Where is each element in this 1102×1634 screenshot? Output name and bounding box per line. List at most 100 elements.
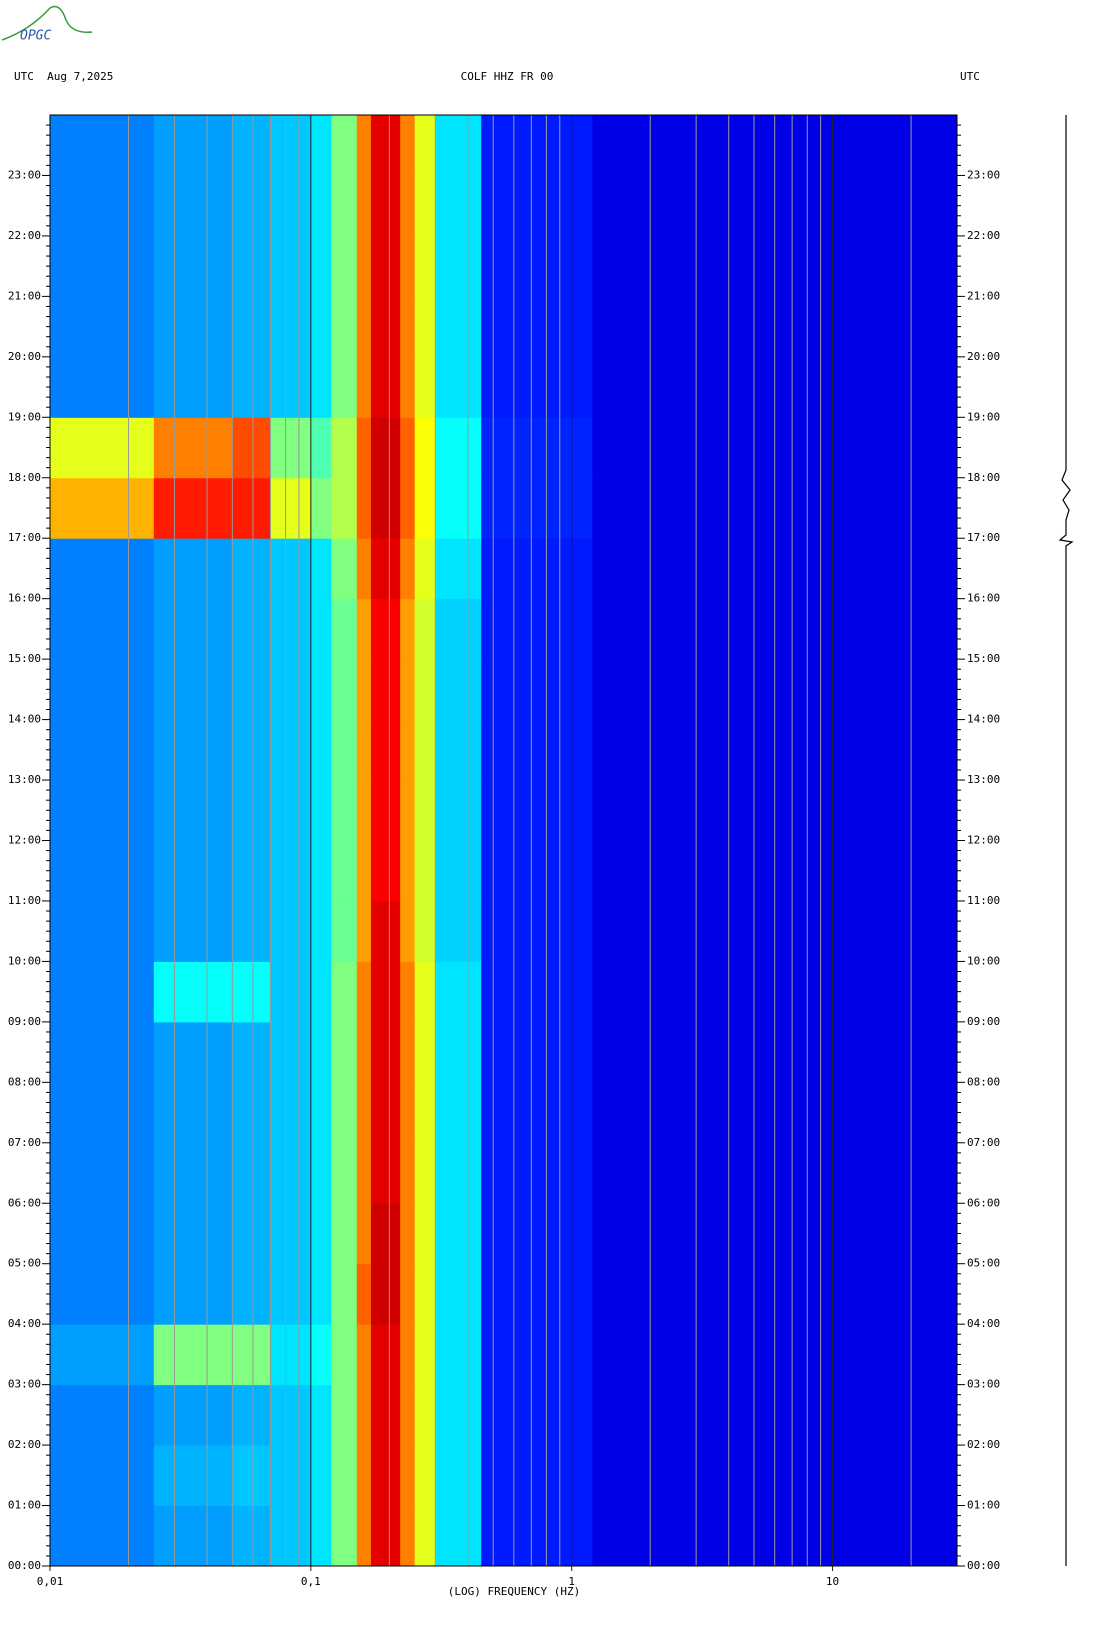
spectral-cell — [370, 659, 401, 721]
spectral-cell — [435, 356, 482, 418]
y-tick-label: 04:00 — [8, 1317, 41, 1330]
spectral-cell — [331, 477, 358, 539]
spectral-cell — [153, 477, 233, 539]
spectral-cell — [153, 1021, 233, 1083]
spectral-cell — [370, 538, 401, 600]
spectral-cell — [50, 780, 155, 841]
spectral-cell — [50, 296, 155, 358]
spectral-cell — [310, 538, 333, 600]
y-tick-label: 18:00 — [967, 471, 1000, 484]
spectral-cell — [481, 840, 593, 902]
spectral-cell — [481, 477, 593, 539]
y-tick-label: 08:00 — [967, 1075, 1000, 1088]
spectral-cell — [153, 1384, 233, 1446]
spectral-cell — [232, 659, 271, 721]
y-tick-label: 00:00 — [967, 1559, 1000, 1572]
spectral-cell — [356, 780, 372, 841]
spectral-cell — [232, 719, 271, 781]
x-tick-label: 1 — [568, 1575, 575, 1588]
spectral-cell — [153, 115, 233, 176]
spectral-cell — [356, 417, 372, 479]
spectral-cell — [270, 235, 312, 297]
spectral-cell — [50, 1445, 155, 1507]
spectral-cell — [153, 961, 233, 1023]
spectral-cell — [50, 477, 155, 539]
spectral-cell — [400, 840, 416, 902]
spectral-cell — [435, 1384, 482, 1446]
spectral-cell — [400, 659, 416, 721]
y-tick-label: 04:00 — [967, 1317, 1000, 1330]
spectral-cell — [481, 659, 593, 721]
spectral-cell — [356, 296, 372, 358]
spectral-cell — [331, 1505, 358, 1567]
spectral-cell — [435, 1021, 482, 1083]
spectral-cell — [414, 296, 436, 358]
spectral-cell — [481, 780, 593, 841]
y-tick-label: 07:00 — [8, 1136, 41, 1149]
spectral-cell — [310, 356, 333, 418]
spectral-cell — [414, 356, 436, 418]
spectral-cell — [310, 417, 333, 479]
spectral-cell — [400, 175, 416, 237]
spectral-cell — [232, 1082, 271, 1144]
spectral-cell — [50, 719, 155, 781]
spectral-cell — [153, 659, 233, 721]
spectral-cell — [435, 417, 482, 479]
spectral-cell — [50, 961, 155, 1023]
y-tick-label: 15:00 — [8, 652, 41, 665]
spectral-cell — [310, 477, 333, 539]
spectral-cell — [435, 840, 482, 902]
spectral-cell — [435, 598, 482, 660]
spectral-cell — [356, 1505, 372, 1567]
spectral-cell — [435, 1142, 482, 1204]
y-tick-label: 12:00 — [967, 834, 1000, 847]
spectral-cell — [435, 1263, 482, 1325]
spectral-cell — [310, 1203, 333, 1265]
spectral-cell — [435, 1505, 482, 1567]
spectral-cell — [356, 1263, 372, 1325]
y-tick-label: 21:00 — [8, 289, 41, 302]
spectral-cell — [310, 1384, 333, 1446]
spectral-cell — [370, 1384, 401, 1446]
spectral-cell — [435, 1203, 482, 1265]
spectral-cell — [153, 356, 233, 418]
spectral-cell — [356, 1082, 372, 1144]
spectral-cell — [481, 1445, 593, 1507]
y-tick-label: 03:00 — [8, 1378, 41, 1391]
spectral-cell — [153, 296, 233, 358]
spectral-cell — [414, 1505, 436, 1567]
spectral-cell — [50, 840, 155, 902]
spectral-cell — [356, 115, 372, 176]
spectral-cell — [310, 1263, 333, 1325]
spectral-cell — [232, 417, 271, 479]
y-tick-label: 08:00 — [8, 1075, 41, 1088]
spectral-cell — [310, 1082, 333, 1144]
spectral-cell — [356, 1203, 372, 1265]
spectral-cell — [400, 538, 416, 600]
spectral-cell — [270, 1263, 312, 1325]
spectral-cell — [414, 1203, 436, 1265]
spectral-cell — [153, 900, 233, 962]
spectral-cell — [270, 115, 312, 176]
spectral-cell — [481, 1021, 593, 1083]
spectral-cell — [400, 780, 416, 841]
spectral-cell — [310, 1445, 333, 1507]
spectral-cell — [356, 961, 372, 1023]
spectral-cell — [50, 1203, 155, 1265]
spectral-cell — [310, 296, 333, 358]
spectral-cell — [50, 417, 155, 479]
spectral-cell — [50, 1082, 155, 1144]
y-tick-label: 05:00 — [967, 1257, 1000, 1270]
spectral-cell — [50, 1142, 155, 1204]
spectral-cell — [310, 175, 333, 237]
spectral-cell — [232, 538, 271, 600]
spectral-cell — [481, 1324, 593, 1386]
y-tick-label: 06:00 — [967, 1196, 1000, 1209]
spectral-cell — [232, 598, 271, 660]
spectral-cell — [331, 1082, 358, 1144]
spectral-cell — [370, 1142, 401, 1204]
spectral-cell — [310, 840, 333, 902]
spectral-cell — [370, 1082, 401, 1144]
spectral-cell — [356, 477, 372, 539]
